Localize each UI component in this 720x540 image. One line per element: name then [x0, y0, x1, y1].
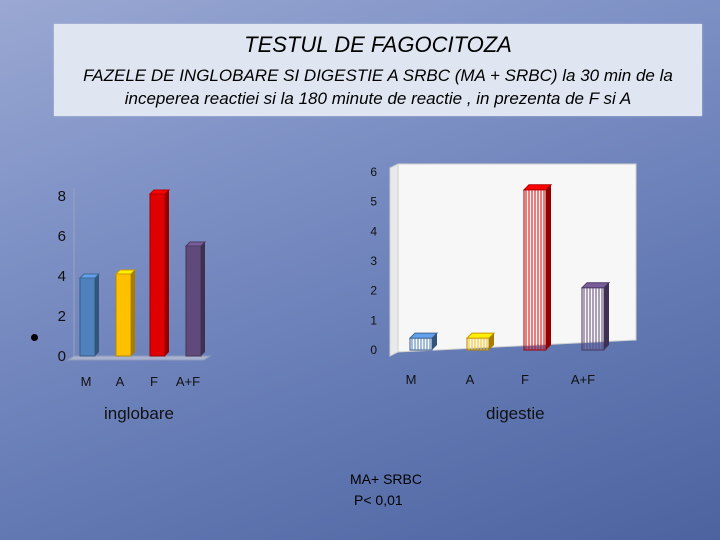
chart1-ytick-label: 6 — [58, 228, 66, 245]
note-p-value: P< 0,01 — [354, 492, 403, 508]
chart2-xlabel: digestie — [486, 404, 545, 423]
chart2-ytick-label: 1 — [370, 313, 377, 327]
chart2-bar-side — [604, 282, 609, 350]
chart1-xlabel: inglobare — [104, 404, 174, 423]
chart1-ytick-label: 4 — [58, 268, 66, 285]
chart1-bar — [185, 245, 202, 357]
chart2-bar-side — [489, 333, 494, 350]
chart1-category-label: M — [81, 374, 92, 389]
chart2-category-label: A — [466, 372, 475, 387]
chart1-bar — [149, 193, 166, 357]
chart1-ytick-label: 2 — [58, 308, 66, 325]
chart1-bar-side — [165, 190, 169, 356]
chart2-ytick-label: 3 — [370, 254, 377, 268]
chart2-bar-side — [546, 184, 551, 350]
chart1-ytick-label: 8 — [58, 188, 66, 205]
note-ma-srbc: MA+ SRBC — [350, 471, 422, 487]
chart2-bar-side — [432, 333, 437, 350]
chart2-side-wall — [389, 163, 399, 357]
chart2-ytick-label: 2 — [370, 284, 377, 298]
chart2-ytick-label: 6 — [370, 165, 377, 179]
chart2-ytick-label: 4 — [370, 224, 377, 238]
chart1-category-label: A — [116, 374, 125, 389]
chart1-bar-side — [95, 274, 99, 356]
chart1-category-label: F — [150, 374, 158, 389]
chart1-bar — [115, 273, 132, 357]
chart2-ytick-label: 5 — [370, 195, 377, 209]
chart2-category-label: F — [521, 372, 529, 387]
chart1-bar-side — [131, 270, 135, 356]
slide-title: TESTUL DE FAGOCITOZA — [244, 32, 512, 57]
chart1-bar-side — [201, 242, 205, 356]
chart2-category-label: M — [406, 372, 417, 387]
title-box: TESTUL DE FAGOCITOZA FAZELE DE INGLOBARE… — [54, 24, 702, 116]
chart2-category-label: A+F — [571, 372, 595, 387]
bullet-dot — [31, 334, 38, 341]
chart1-floor — [66, 355, 212, 361]
chart1-category-label: A+F — [176, 374, 200, 389]
chart1-bar — [79, 277, 96, 357]
slide-subtitle: FAZELE DE INGLOBARE SI DIGESTIE A SRBC (… — [83, 66, 673, 108]
chart2-ytick-label: 0 — [370, 343, 377, 357]
chart2-plot-area — [397, 163, 637, 353]
chart1-ytick-label: 0 — [58, 348, 66, 365]
